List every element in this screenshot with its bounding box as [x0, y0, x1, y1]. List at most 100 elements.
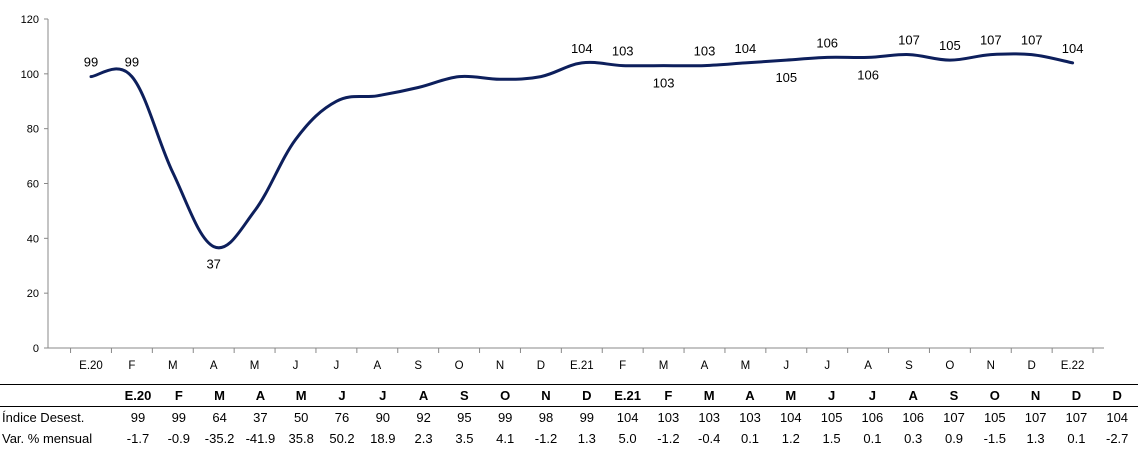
table-header-cell: A	[419, 388, 428, 403]
table-cell: -41.9	[246, 431, 276, 446]
table-cell: 76	[335, 410, 349, 425]
data-label: 107	[980, 33, 1002, 48]
x-tick-label: D	[1028, 360, 1036, 372]
table-cell: 99	[131, 410, 145, 425]
table-cell: 64	[212, 410, 226, 425]
table-header-cell: D	[1072, 388, 1081, 403]
table-cell: 5.0	[619, 431, 637, 446]
data-label: 99	[125, 55, 139, 70]
data-label: 104	[735, 41, 757, 56]
table-header-cell: F	[175, 388, 183, 403]
table-cell: 1.3	[1027, 431, 1045, 446]
table-cell: 107	[1025, 410, 1047, 425]
series-line	[91, 54, 1073, 248]
table-cell: -35.2	[205, 431, 235, 446]
x-tick-label: J	[783, 360, 789, 372]
table-header-cell: A	[256, 388, 265, 403]
x-tick-label: J	[293, 360, 299, 372]
table-cell: 95	[457, 410, 471, 425]
x-tick-label: E.21	[570, 360, 594, 372]
x-tick-label: J	[334, 360, 340, 372]
table-cell: 3.5	[455, 431, 473, 446]
table-cell: 1.3	[578, 431, 596, 446]
data-label: 99	[84, 55, 98, 70]
table-header-cell: F	[664, 388, 672, 403]
table-cell: 18.9	[370, 431, 395, 446]
x-tick-label: D	[537, 360, 545, 372]
table-cell: 106	[902, 410, 924, 425]
table-cell: 0.9	[945, 431, 963, 446]
table-cell: 105	[821, 410, 843, 425]
table-header-cell: N	[541, 388, 550, 403]
table-cell: 37	[253, 410, 267, 425]
table-header-cell: E.21	[614, 388, 641, 403]
table-cell: 106	[862, 410, 884, 425]
table-header-cell: A	[745, 388, 754, 403]
table-cell: 0.3	[904, 431, 922, 446]
table-cell: 1.5	[823, 431, 841, 446]
table-row-label: Var. % mensual	[2, 431, 92, 446]
data-label: 37	[206, 257, 220, 272]
table-cell: 99	[172, 410, 186, 425]
table-cell: 107	[1066, 410, 1088, 425]
table-header-cell: M	[214, 388, 225, 403]
x-tick-label: M	[741, 360, 751, 372]
y-tick-label: 20	[27, 288, 39, 300]
table-header-cell: J	[338, 388, 345, 403]
data-label: 103	[612, 44, 634, 59]
x-tick-label: A	[373, 360, 381, 372]
x-tick-label: A	[210, 360, 218, 372]
table-cell: 107	[943, 410, 965, 425]
table-cell: 1.2	[782, 431, 800, 446]
y-tick-label: 60	[27, 179, 39, 191]
table-header-cell: J	[828, 388, 835, 403]
table-header-cell: N	[1031, 388, 1040, 403]
table-header-cell: M	[296, 388, 307, 403]
table-cell: 104	[1106, 410, 1128, 425]
table-header-cell: O	[500, 388, 510, 403]
table-cell: 0.1	[863, 431, 881, 446]
table-cell: 103	[698, 410, 720, 425]
x-tick-label: A	[864, 360, 872, 372]
table-cell: 98	[539, 410, 553, 425]
data-label: 106	[857, 67, 879, 82]
table-cell: 99	[498, 410, 512, 425]
data-label: 104	[1062, 41, 1084, 56]
data-label: 107	[1021, 33, 1043, 48]
table-cell: -2.7	[1106, 431, 1128, 446]
x-tick-label: O	[455, 360, 464, 372]
table-header-cell: J	[379, 388, 386, 403]
data-label: 103	[653, 76, 675, 91]
table-cell: 0.1	[741, 431, 759, 446]
y-tick-label: 80	[27, 124, 39, 136]
x-tick-label: E.22	[1061, 360, 1085, 372]
table-cell: -1.7	[127, 431, 149, 446]
table-cell: 4.1	[496, 431, 514, 446]
data-label: 106	[816, 35, 838, 50]
x-tick-label: E.20	[79, 360, 103, 372]
table-cell: 2.3	[415, 431, 433, 446]
x-tick-label: S	[414, 360, 422, 372]
table-header-cell: E.20	[125, 388, 152, 403]
x-tick-label: A	[701, 360, 709, 372]
x-tick-label: N	[987, 360, 995, 372]
x-tick-label: S	[905, 360, 913, 372]
table-cell: 92	[416, 410, 430, 425]
x-tick-label: O	[945, 360, 954, 372]
data-label: 105	[775, 70, 797, 85]
data-label: 103	[694, 44, 716, 59]
x-tick-label: N	[496, 360, 504, 372]
table-cell: 105	[984, 410, 1006, 425]
table-header-cell: A	[908, 388, 917, 403]
table-cell: 50.2	[329, 431, 354, 446]
table-cell: 104	[617, 410, 639, 425]
table-header-cell: S	[460, 388, 469, 403]
x-tick-label: M	[168, 360, 178, 372]
table-cell: -1.5	[984, 431, 1006, 446]
table-cell: 35.8	[289, 431, 314, 446]
table-row-label: Índice Desest.	[2, 410, 84, 425]
y-tick-label: 100	[21, 69, 39, 81]
